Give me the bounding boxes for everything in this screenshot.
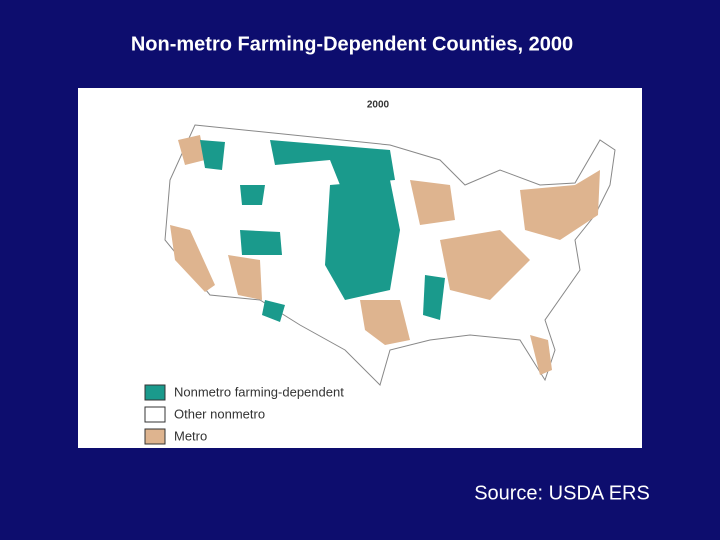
metro-area [360,300,410,345]
legend-swatch [144,384,166,401]
map-year: 2000 [367,100,390,111]
farming-area [240,230,282,255]
legend-label: Nonmetro farming-dependent [174,384,344,399]
slide-title: Non-metro Farming-Dependent Counties, 20… [131,33,573,55]
us-map [164,124,616,386]
farming-areas [200,140,445,322]
farming-area [325,180,400,300]
legend-label: Metro [174,428,207,443]
metro-area [178,135,205,165]
farming-area [262,300,285,322]
farming-area [240,185,265,205]
legend: Nonmetro farming-dependent Other nonmetro… [144,384,344,445]
farming-area [270,140,395,185]
metro-areas [170,135,600,375]
metro-area [520,170,600,240]
metro-area [440,230,530,300]
legend-label: Other nonmetro [174,406,265,421]
metro-area [170,225,215,292]
metro-area [228,255,262,300]
source: Source: USDA ERS [474,482,650,504]
farming-area [200,140,225,170]
legend-swatch [144,428,166,445]
farming-area [423,275,445,320]
metro-area [530,335,552,375]
legend-swatch [144,406,166,423]
metro-area [410,180,455,225]
